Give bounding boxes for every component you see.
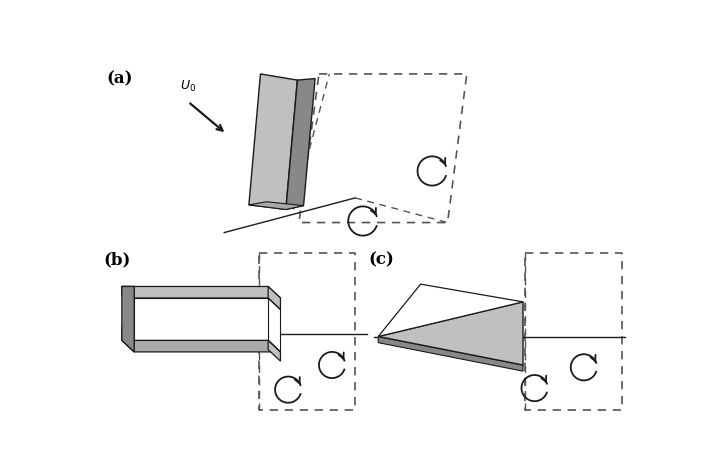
Polygon shape <box>268 286 281 310</box>
Text: (c): (c) <box>369 251 394 268</box>
Polygon shape <box>249 74 298 209</box>
Text: $U_0$: $U_0$ <box>180 79 197 94</box>
Polygon shape <box>134 298 268 341</box>
Polygon shape <box>378 284 523 336</box>
Polygon shape <box>378 336 523 371</box>
Polygon shape <box>122 341 281 352</box>
Polygon shape <box>249 202 303 209</box>
Text: (b): (b) <box>103 251 131 268</box>
Polygon shape <box>249 184 267 205</box>
Polygon shape <box>122 286 134 298</box>
Polygon shape <box>122 286 134 352</box>
Polygon shape <box>286 78 315 209</box>
Polygon shape <box>122 286 281 298</box>
Polygon shape <box>378 302 523 365</box>
Polygon shape <box>122 326 134 352</box>
Text: (a): (a) <box>107 71 133 88</box>
Polygon shape <box>268 298 281 352</box>
Polygon shape <box>268 341 281 361</box>
